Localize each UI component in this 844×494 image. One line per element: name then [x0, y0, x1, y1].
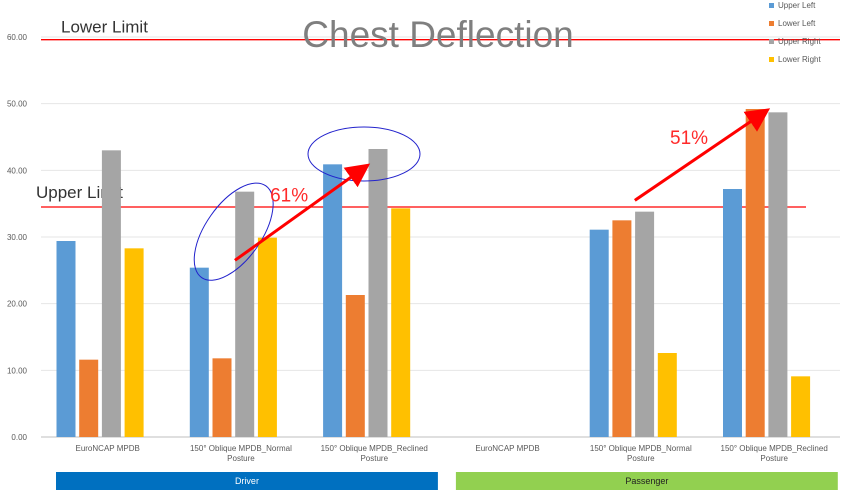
- gridlines: [41, 36, 840, 438]
- group-band: [455, 472, 838, 490]
- bar-upper-left: [323, 164, 343, 438]
- category-label: Posture: [227, 454, 255, 463]
- category-label: EuroNCAP MPDB: [75, 444, 139, 453]
- bar-lower-left: [745, 109, 765, 437]
- category-label: 150° Oblique MPDB_Normal: [590, 444, 692, 453]
- legend-swatch: [769, 39, 774, 44]
- bar-lower-right: [257, 237, 277, 437]
- bar-upper-left: [56, 241, 76, 437]
- bar-lower-left: [212, 358, 232, 437]
- bar-upper-right: [635, 211, 655, 437]
- chart-title: Chest Deflection: [302, 14, 573, 55]
- bar-upper-right: [768, 112, 788, 437]
- bar-upper-right: [101, 150, 121, 438]
- y-tick-label: 10.00: [7, 366, 28, 375]
- bar-lower-left: [612, 220, 632, 437]
- y-tick-label: 40.00: [7, 166, 28, 175]
- bar-upper-left: [589, 229, 609, 437]
- category-label: 150° Oblique MPDB_Reclined: [321, 444, 428, 453]
- increase-arrow: [234, 163, 371, 262]
- bars: [56, 109, 811, 438]
- y-tick-label: 30.00: [7, 233, 28, 242]
- category-label: 150° Oblique MPDB_Normal: [190, 444, 292, 453]
- bar-upper-left: [723, 189, 742, 437]
- bar-lower-left: [345, 295, 365, 437]
- bar-lower-right: [391, 208, 411, 437]
- bar-lower-right: [124, 248, 144, 437]
- highlight-ellipse: [193, 182, 274, 281]
- legend: Upper Left Lower Left Upper Right Lower Rig…: [769, 1, 821, 64]
- category-label: 150° Oblique MPDB_Reclined: [721, 444, 828, 453]
- legend-label: Upper Left: [778, 1, 816, 10]
- category-label: Posture: [360, 454, 388, 463]
- lower-limit-label: Lower Limit: [61, 18, 148, 37]
- limit-lines: Lower Limit Upper Limit: [36, 18, 840, 208]
- legend-label: Lower Left: [778, 19, 816, 28]
- bar-lower-right: [791, 376, 811, 437]
- upper-limit-label: Upper Limit: [36, 183, 123, 202]
- bar-lower-left: [79, 359, 99, 437]
- group-label: Driver: [235, 476, 259, 486]
- increase-percent-label: 51%: [670, 128, 708, 149]
- bar-lower-right: [657, 353, 677, 437]
- legend-swatch: [769, 57, 774, 62]
- group-band: [56, 472, 438, 490]
- group-label: Passenger: [625, 476, 668, 486]
- bar-upper-left: [189, 267, 209, 437]
- y-tick-label: 20.00: [7, 300, 28, 309]
- bar-upper-right: [235, 191, 255, 437]
- legend-label: Upper Right: [778, 37, 821, 46]
- y-tick-label: 50.00: [7, 100, 28, 109]
- category-label: EuroNCAP MPDB: [475, 444, 539, 453]
- annotations: 61% 51%: [193, 108, 771, 281]
- increase-percent-label: 61%: [270, 186, 308, 207]
- bar-upper-right: [368, 149, 388, 437]
- category-label: Posture: [760, 454, 788, 463]
- increase-arrow: [634, 108, 771, 202]
- y-tick-label: 60.00: [7, 33, 28, 42]
- highlight-ellipse: [307, 126, 421, 182]
- axes: 0.00 10.00 20.00 30.00 40.00 50.00 60.00 EuroNC…: [7, 33, 838, 490]
- y-tick-label: 0.00: [11, 433, 27, 442]
- legend-swatch: [769, 3, 774, 8]
- legend-label: Lower Right: [778, 55, 821, 64]
- legend-swatch: [769, 21, 774, 26]
- category-label: Posture: [627, 454, 655, 463]
